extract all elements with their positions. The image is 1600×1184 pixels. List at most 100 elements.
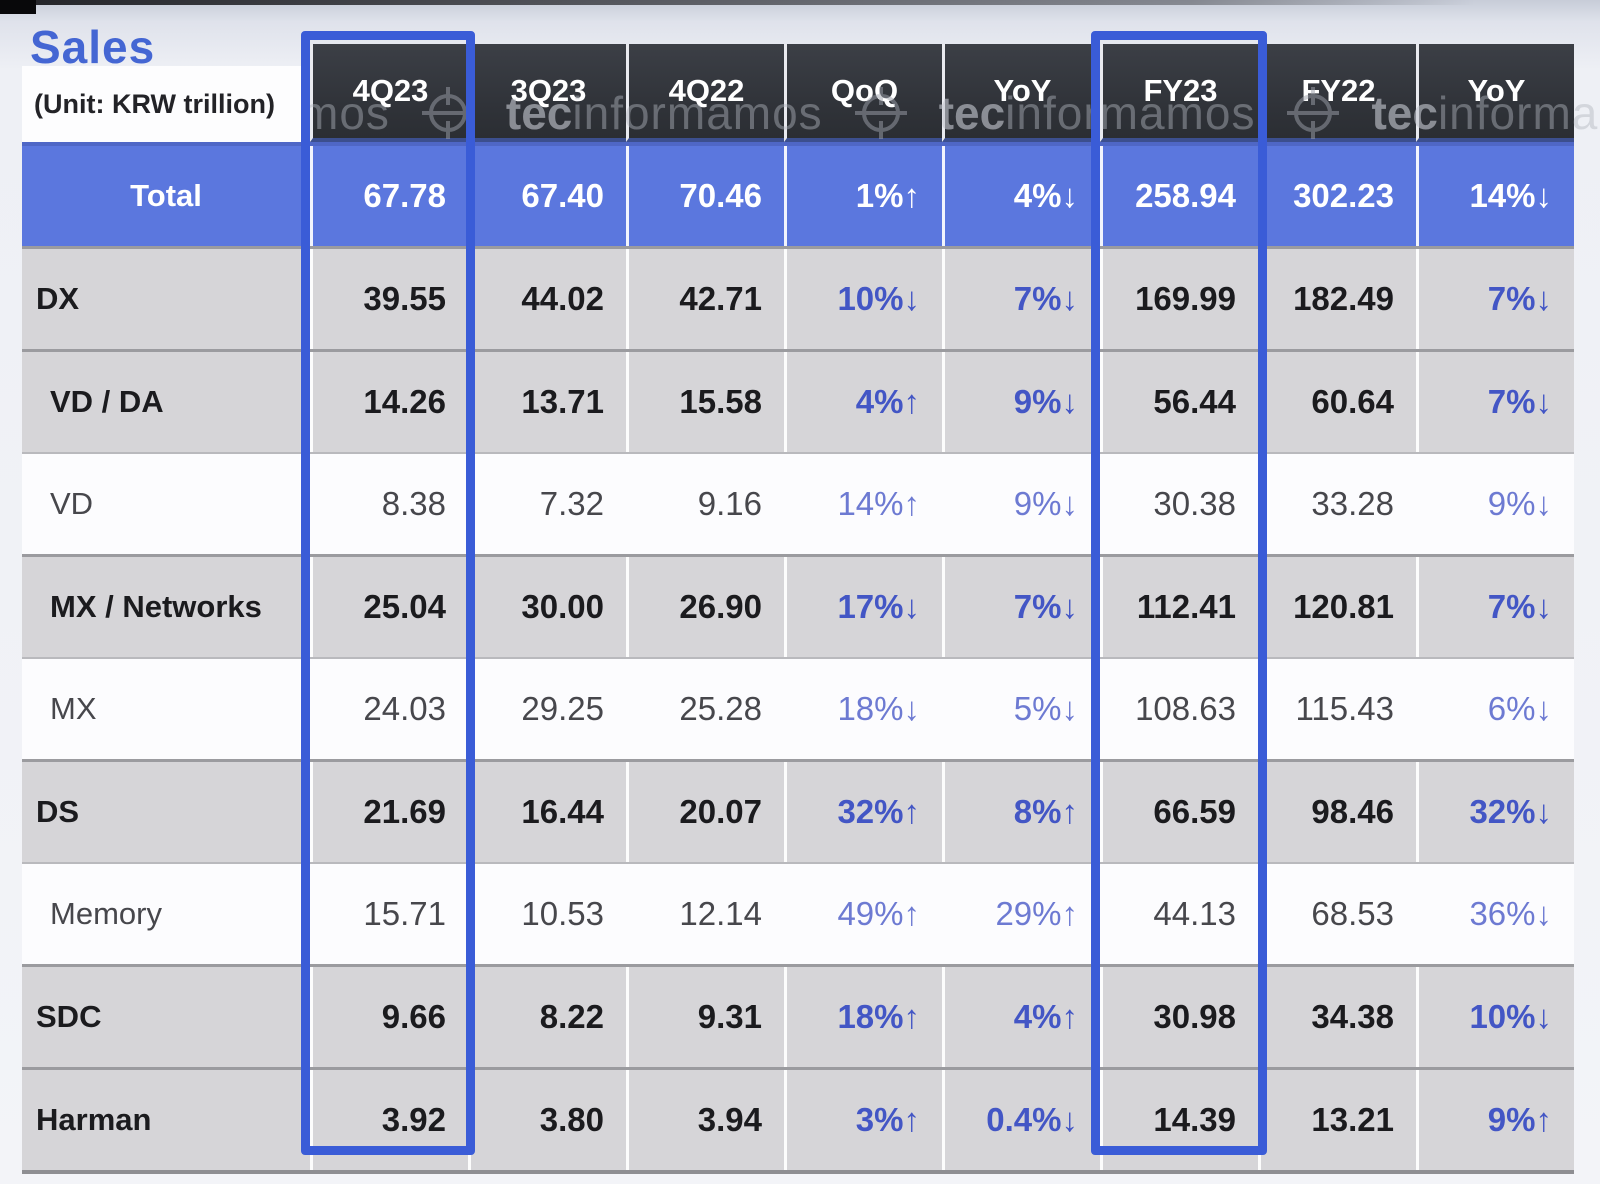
table-cell: 4%↑ [784, 352, 942, 452]
table-cell: 67.40 [468, 146, 626, 246]
table-cell: 20.07 [626, 762, 784, 862]
row-label: DX [36, 281, 80, 316]
row-dx: DX 39.55 44.02 42.71 10%↓ 7%↓ 169.99 182… [22, 246, 1574, 349]
row-label: MX / Networks [50, 589, 262, 624]
table-cell: 42.71 [626, 249, 784, 349]
table-cell: 17%↓ [784, 557, 942, 657]
page-title: Sales [30, 21, 156, 73]
table-cell: 32%↑ [784, 762, 942, 862]
table-cell: 10.53 [521, 895, 604, 932]
column-header-yoy-fy: YoY [1416, 44, 1574, 142]
row-label: MX [50, 691, 97, 726]
table-cell: 9.31 [626, 967, 784, 1067]
row-mx-networks: MX / Networks 25.04 30.00 26.90 17%↓ 7%↓… [22, 554, 1574, 657]
table-cell: 13.21 [1258, 1070, 1416, 1170]
table-cell: 14.39 [1100, 1070, 1258, 1170]
row-vd: VD 8.38 7.32 9.16 14%↑ 9%↓ 30.38 33.28 9… [22, 452, 1574, 554]
column-header-fy23: FY23 [1100, 44, 1258, 142]
table-cell: 7%↓ [1416, 352, 1574, 452]
table-cell: 7%↓ [1416, 249, 1574, 349]
table-cell: 182.49 [1258, 249, 1416, 349]
header-spacer [22, 44, 310, 142]
table-cell: 5%↓ [1013, 690, 1078, 727]
table-cell: 30.00 [468, 557, 626, 657]
row-sdc: SDC 9.66 8.22 9.31 18%↑ 4%↑ 30.98 34.38 … [22, 964, 1574, 1067]
table-cell: 108.63 [1135, 690, 1236, 727]
table-cell: 25.28 [679, 690, 762, 727]
table-cell: 13.71 [468, 352, 626, 452]
table-cell: 8.38 [381, 485, 446, 522]
table-cell: 36%↓ [1469, 895, 1552, 932]
table-cell: 120.81 [1258, 557, 1416, 657]
table-cell: 44.02 [468, 249, 626, 349]
column-header-4q22: 4Q22 [626, 44, 784, 142]
table-cell: 26.90 [626, 557, 784, 657]
top-edge-artifact [0, 0, 1490, 5]
table-header-row: 4Q23 3Q23 4Q22 QoQ YoY FY23 FY22 YoY [22, 44, 1574, 142]
table-cell: 112.41 [1100, 557, 1258, 657]
table-cell: 24.03 [363, 690, 446, 727]
table-cell: 6%↓ [1487, 690, 1552, 727]
table-cell: 4%↓ [942, 146, 1100, 246]
column-header-4q23: 4Q23 [310, 44, 468, 142]
row-memory: Memory 15.71 10.53 12.14 49%↑ 29%↑ 44.13… [22, 862, 1574, 964]
table-cell: 15.58 [626, 352, 784, 452]
table-cell: 0.4%↓ [942, 1070, 1100, 1170]
table-cell: 3%↑ [784, 1070, 942, 1170]
table-cell: 9%↓ [1013, 485, 1078, 522]
table-cell: 3.80 [468, 1070, 626, 1170]
table-cell: 49%↑ [837, 895, 920, 932]
table-cell: 8%↑ [942, 762, 1100, 862]
table-cell: 169.99 [1100, 249, 1258, 349]
table-cell: 302.23 [1258, 146, 1416, 246]
table-cell: 67.78 [310, 146, 468, 246]
column-header-3q23: 3Q23 [468, 44, 626, 142]
table-cell: 8.22 [468, 967, 626, 1067]
unit-note: (Unit: KRW trillion) [22, 66, 310, 142]
row-label: Total [130, 178, 202, 213]
row-label: VD [50, 486, 94, 521]
table-cell: 9%↓ [942, 352, 1100, 452]
table-cell: 98.46 [1258, 762, 1416, 862]
table-cell: 7%↓ [942, 557, 1100, 657]
row-mx: MX 24.03 29.25 25.28 18%↓ 5%↓ 108.63 115… [22, 657, 1574, 759]
column-header-yoy: YoY [942, 44, 1100, 142]
row-ds: DS 21.69 16.44 20.07 32%↑ 8%↑ 66.59 98.4… [22, 759, 1574, 862]
table-cell: 9.16 [697, 485, 762, 522]
row-total: Total 67.78 67.40 70.46 1%↑ 4%↓ 258.94 3… [22, 142, 1574, 246]
table-cell: 14%↓ [1416, 146, 1574, 246]
table-cell: 10%↓ [784, 249, 942, 349]
table-cell: 115.43 [1295, 690, 1394, 727]
table-cell: 7%↓ [942, 249, 1100, 349]
row-label: DS [36, 794, 80, 829]
table-cell: 16.44 [468, 762, 626, 862]
table-cell: 21.69 [310, 762, 468, 862]
table-cell: 14%↑ [837, 485, 920, 522]
table-cell: 14.26 [310, 352, 468, 452]
table-cell: 18%↑ [784, 967, 942, 1067]
table-cell: 10%↓ [1416, 967, 1574, 1067]
table-cell: 32%↓ [1416, 762, 1574, 862]
table-cell: 12.14 [679, 895, 762, 932]
sales-table: 4Q23 3Q23 4Q22 QoQ YoY FY23 FY22 YoY Tot… [22, 44, 1574, 1174]
table-cell: 29.25 [521, 690, 604, 727]
column-header-fy22: FY22 [1258, 44, 1416, 142]
table-cell: 30.38 [1153, 485, 1236, 522]
row-harman: Harman 3.92 3.80 3.94 3%↑ 0.4%↓ 14.39 13… [22, 1067, 1574, 1174]
column-header-qoq: QoQ [784, 44, 942, 142]
top-left-black-block [0, 0, 36, 14]
table-cell: 44.13 [1153, 895, 1236, 932]
row-label: Memory [50, 896, 162, 931]
table-cell: 25.04 [310, 557, 468, 657]
table-cell: 34.38 [1258, 967, 1416, 1067]
row-label: VD / DA [50, 384, 164, 419]
table-cell: 66.59 [1100, 762, 1258, 862]
table-cell: 39.55 [310, 249, 468, 349]
table-cell: 56.44 [1100, 352, 1258, 452]
table-cell: 30.98 [1100, 967, 1258, 1067]
table-cell: 29%↑ [995, 895, 1078, 932]
table-cell: 3.92 [310, 1070, 468, 1170]
row-label: Harman [36, 1102, 152, 1137]
table-cell: 18%↓ [837, 690, 920, 727]
